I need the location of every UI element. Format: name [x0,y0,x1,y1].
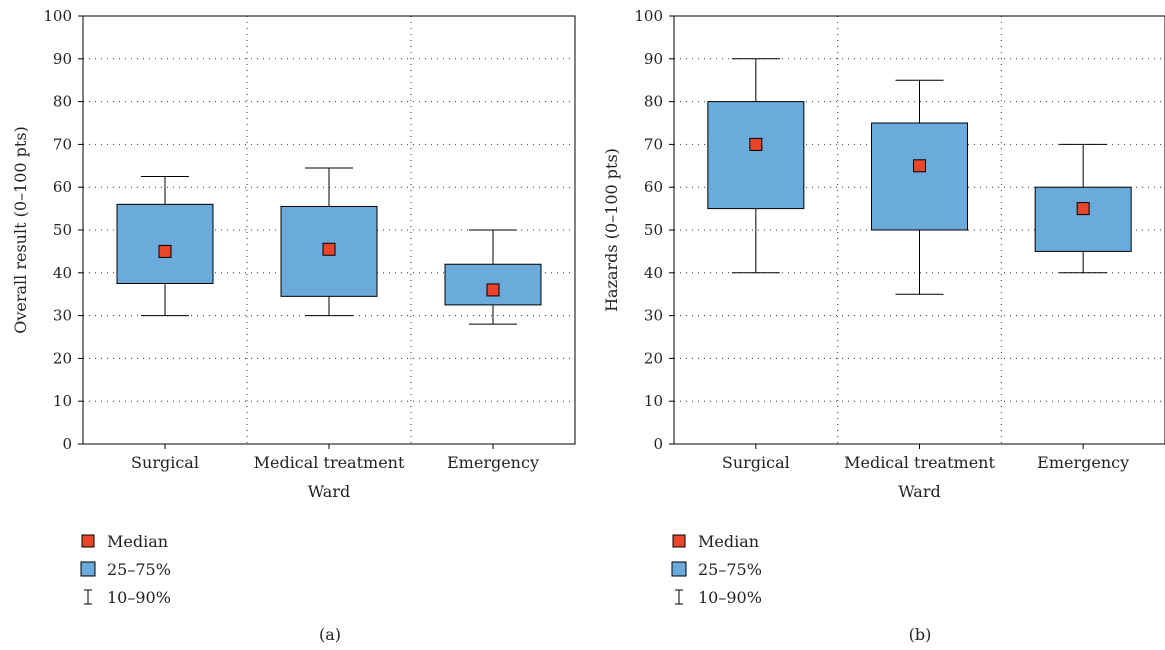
median-marker [913,159,926,173]
x-tick-label: Medical treatment [254,453,405,472]
y-tick-label: 100 [634,7,663,25]
y-tick-label: 90 [644,50,663,68]
y-tick-label: 90 [53,50,72,68]
legend-iqr-label: 25–75% [107,560,171,579]
legend-iqr-label: 25–75% [698,560,762,579]
legend-median-swatch [672,534,686,548]
x-axis-label: Ward [898,482,940,501]
y-tick-label: 30 [53,307,72,325]
legend: Median 25–75% 10–90% [80,532,171,607]
median-marker [1076,202,1090,216]
panel-caption: (a) [319,625,341,644]
chart-b: 0 10 20 30 40 50 60 70 80 90 100 Surgical Medical tr… [602,7,1165,644]
iqr-box [1034,186,1132,252]
iqr-box [116,203,214,285]
y-tick-label: 60 [53,178,72,196]
x-tick-label: Emergency [447,453,539,472]
panel-caption: (b) [909,625,932,644]
y-tick-label: 70 [644,135,663,153]
median-marker [322,242,336,256]
box-medical-treatment [871,79,968,295]
median-marker [486,283,500,297]
legend-median-swatch [81,534,95,548]
y-tick-label: 0 [653,435,663,453]
y-tick-label: 50 [644,221,663,239]
y-tick-label: 40 [53,264,72,282]
legend-whisker-label: 10–90% [107,588,171,607]
y-tick-label: 30 [644,307,663,325]
x-axis-label: Ward [308,482,350,501]
x-tick-label: Surgical [722,453,790,472]
median-marker [749,137,763,151]
box-emergency [444,229,542,325]
y-tick-label: 50 [53,221,72,239]
legend-whisker-swatch [675,589,683,605]
legend-iqr-swatch [671,561,687,577]
legend-whisker-label: 10–90% [698,588,762,607]
x-tick-label: Emergency [1037,453,1129,472]
y-tick-label: 80 [644,93,663,111]
legend-median-label: Median [698,532,759,551]
y-tick-label: 10 [53,392,72,410]
iqr-box [280,205,378,297]
y-tick-label: 100 [43,7,72,25]
box-surgical [116,176,214,317]
y-axis-label: Overall result (0–100 pts) [11,126,30,334]
x-tick-label: Surgical [131,453,199,472]
y-tick-label: 70 [53,135,72,153]
legend-iqr-swatch [80,561,96,577]
y-tick-label: 80 [53,93,72,111]
box-emergency [1034,143,1132,274]
box-medical-treatment [280,167,378,317]
y-axis-label: Hazards (0–100 pts) [602,148,621,312]
y-tick-label: 0 [62,435,72,453]
y-tick-label: 60 [644,178,663,196]
chart-a: 0 10 20 30 40 50 60 70 80 90 100 Surgical Medical tr… [11,7,576,644]
legend: Median 25–75% 10–90% [671,532,762,607]
box-surgical [707,58,805,274]
legend-median-label: Median [107,532,168,551]
y-tick-label: 20 [644,349,663,367]
y-tick-label: 40 [644,264,663,282]
y-tick-label: 20 [53,349,72,367]
median-marker [158,244,172,258]
iqr-box [707,101,805,210]
iqr-box [871,122,968,231]
y-tick-label: 10 [644,392,663,410]
x-tick-label: Medical treatment [844,453,995,472]
legend-whisker-swatch [84,589,92,605]
